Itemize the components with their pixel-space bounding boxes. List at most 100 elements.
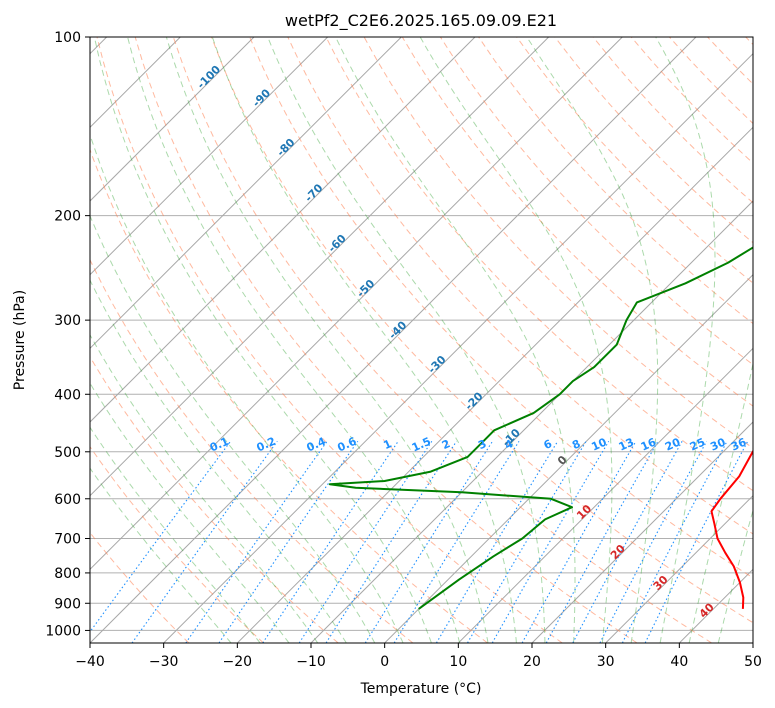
- mixing-ratio-line: [325, 440, 457, 643]
- mixing-ratio-label: 20: [663, 435, 683, 453]
- moist-adiabat: [211, 37, 517, 643]
- x-tick-label: −30: [149, 654, 179, 670]
- plot-grid: [90, 37, 753, 643]
- dry-adiabat: [90, 258, 414, 643]
- y-tick-label: 300: [54, 313, 81, 329]
- isotherm-label: -30: [425, 353, 448, 376]
- plot-series: [328, 246, 753, 610]
- mixing-ratio-line: [644, 441, 749, 643]
- isotherm-line: [605, 494, 753, 643]
- isotherm-line: [90, 37, 255, 202]
- mixing-ratio-label: 36: [729, 435, 749, 453]
- moist-adiabat: [419, 37, 613, 643]
- y-tick-label: 400: [54, 387, 81, 403]
- mixing-ratio-line: [572, 441, 683, 643]
- mixing-ratio-line: [435, 441, 559, 643]
- x-tick-label: −40: [75, 654, 105, 670]
- dry-adiabat: [745, 37, 753, 46]
- isotherm-label: -40: [386, 318, 409, 341]
- moist-adiabat: [90, 279, 347, 643]
- isotherm-label: -20: [462, 389, 485, 412]
- mixing-ratio-label: 16: [639, 435, 659, 453]
- mixing-ratio-line: [491, 441, 610, 643]
- isotherm-line: [384, 273, 753, 643]
- x-tick-label: 20: [523, 654, 541, 670]
- moist-adiabat: [127, 37, 461, 643]
- isotherm-line: [90, 37, 697, 643]
- mixing-ratio-label: 30: [708, 435, 728, 453]
- isotherm-label: -100: [195, 63, 224, 92]
- dry-adiabat: [249, 37, 753, 579]
- x-tick-label: 10: [449, 654, 467, 670]
- y-axis-label: Pressure (hPa): [12, 290, 28, 390]
- mixing-ratio-line: [467, 441, 587, 643]
- y-tick-label: 1000: [45, 623, 81, 639]
- moist-adiabat: [93, 37, 432, 643]
- dry-adiabat: [90, 445, 264, 643]
- x-tick-label: 40: [670, 654, 688, 670]
- mixing-ratio-label: 25: [688, 436, 707, 454]
- x-tick-label: 50: [744, 654, 762, 670]
- y-tick-label: 100: [54, 30, 81, 46]
- mixing-ratio-line: [298, 440, 433, 643]
- dry-adiabat: [287, 37, 753, 535]
- moist-adiabat: [717, 508, 753, 643]
- mixing-ratio-label: 13: [617, 436, 636, 454]
- dry-adiabat: [211, 37, 753, 624]
- mixing-ratio-label: 2: [440, 437, 452, 452]
- isotherm-label: -50: [354, 277, 377, 300]
- mixing-ratio-label: 8: [570, 437, 582, 452]
- dry-adiabat: [516, 37, 753, 284]
- isotherm-line: [90, 37, 476, 423]
- dry-adiabat: [669, 37, 753, 125]
- mixing-ratio-line: [364, 441, 493, 643]
- isotherm-label: -10: [500, 426, 523, 449]
- x-tick-label: 0: [380, 654, 389, 670]
- mixing-ratio-line: [393, 441, 520, 643]
- x-tick-label: 30: [597, 654, 615, 670]
- moist-adiabat: [90, 214, 376, 643]
- isotherm-line: [457, 347, 753, 643]
- mixing-ratio-line: [262, 440, 399, 643]
- isotherm-line: [90, 37, 329, 276]
- y-tick-label: 200: [54, 209, 81, 225]
- mixing-ratio-line: [521, 441, 637, 643]
- x-axis-label: Temperature (°C): [360, 681, 482, 697]
- isotherm-line: [90, 37, 623, 571]
- moist-adiabat: [165, 37, 489, 643]
- moist-adiabat: [90, 467, 232, 643]
- dry-adiabat: [90, 355, 339, 643]
- y-tick-label: 600: [54, 492, 81, 508]
- isotherm-line: [90, 37, 550, 497]
- moist-adiabat: [335, 37, 576, 643]
- chart-title: wetPf2_C2E6.2025.165.09.09.E21: [285, 11, 557, 31]
- mixing-ratio-line: [90, 440, 232, 633]
- dry-adiabat: [90, 531, 190, 643]
- y-tick-label: 500: [54, 445, 81, 461]
- isotherm-label: -90: [250, 86, 273, 109]
- isotherm-label: -60: [326, 232, 349, 255]
- mixing-ratio-line: [131, 440, 278, 643]
- moist-adiabat: [90, 133, 404, 643]
- dry-adiabat: [134, 37, 638, 643]
- isotherm-line: [163, 52, 753, 643]
- isotherm-line: [90, 37, 402, 350]
- dry-adiabat: [90, 148, 488, 643]
- moist-adiabat: [688, 361, 753, 643]
- mixing-ratio-line: [185, 440, 328, 643]
- isotherm-label: -70: [302, 181, 325, 204]
- dry-adiabat: [96, 37, 563, 643]
- mixing-ratio-line: [218, 440, 359, 643]
- moist-adiabat: [267, 37, 546, 643]
- dewpoint-profile-line: [328, 246, 753, 610]
- x-tick-label: −10: [296, 654, 326, 670]
- moist-adiabat: [90, 426, 261, 643]
- temperature-profile-line: [710, 449, 753, 609]
- moist-adiabat: [655, 37, 716, 643]
- isotherm-label: -80: [274, 136, 297, 159]
- isotherm-label: 10: [574, 502, 594, 522]
- y-tick-label: 900: [54, 596, 81, 612]
- moist-adiabat: [526, 37, 659, 643]
- isotherm-line: [531, 421, 753, 643]
